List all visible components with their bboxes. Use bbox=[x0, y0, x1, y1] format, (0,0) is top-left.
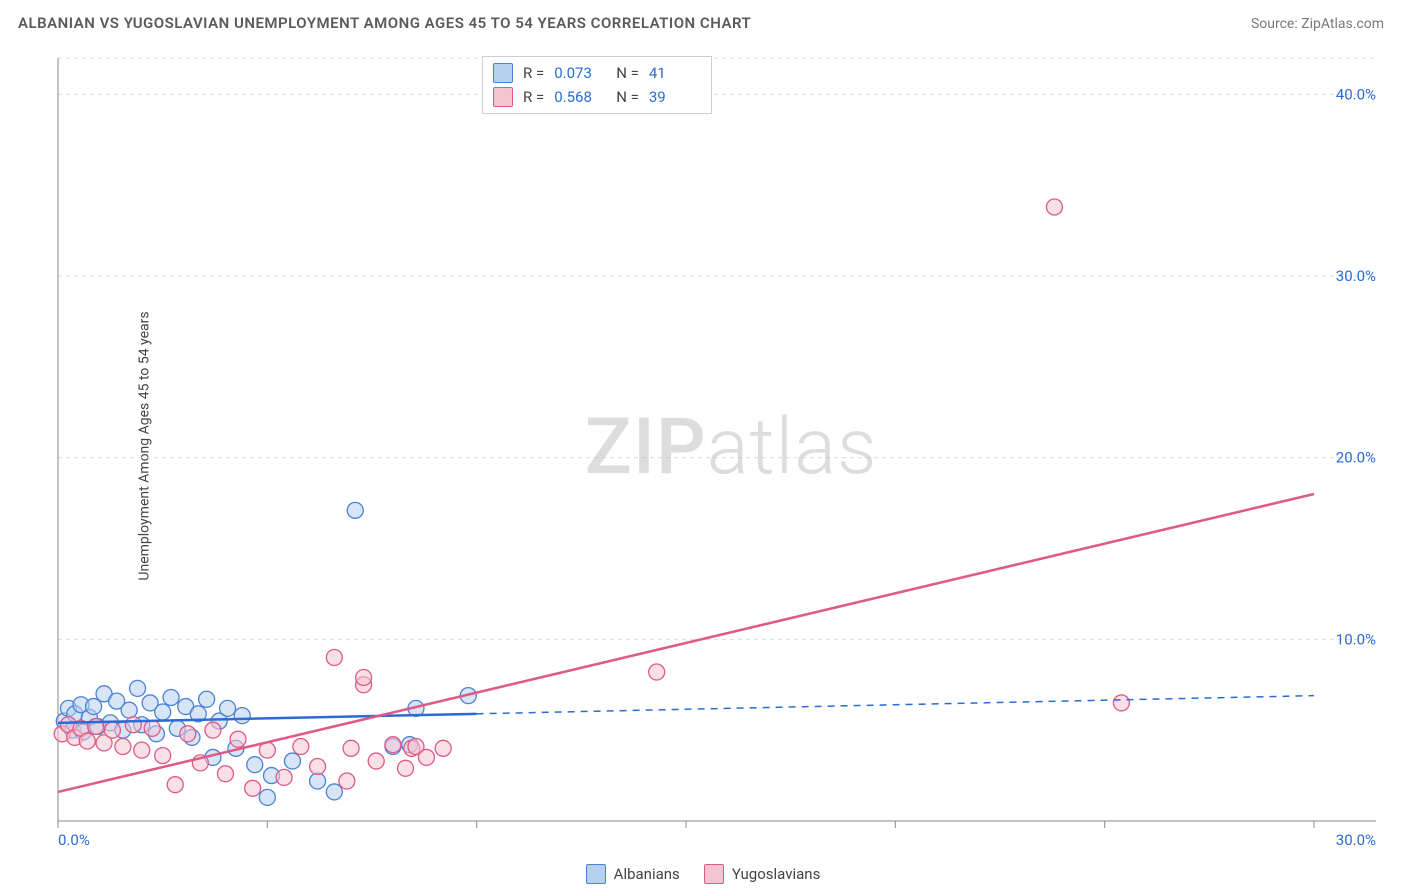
legend-label: Yugoslavians bbox=[732, 865, 821, 883]
stat-label-r: R = bbox=[523, 64, 544, 82]
svg-text:30.0%: 30.0% bbox=[1336, 831, 1376, 847]
series-swatch bbox=[493, 87, 513, 107]
svg-text:20.0%: 20.0% bbox=[1336, 449, 1376, 467]
stats-row: R = 0.568 N = 39 bbox=[493, 85, 701, 109]
legend-swatch bbox=[704, 864, 724, 884]
svg-text:30.0%: 30.0% bbox=[1336, 267, 1376, 285]
svg-text:10.0%: 10.0% bbox=[1336, 630, 1376, 648]
chart-title: ALBANIAN VS YUGOSLAVIAN UNEMPLOYMENT AMO… bbox=[18, 14, 751, 32]
stat-value-r: 0.568 bbox=[554, 88, 606, 106]
plot-area: 10.0%20.0%30.0%40.0%0.0%30.0% ZIPatlas R… bbox=[52, 52, 1384, 847]
series-swatch bbox=[493, 63, 513, 83]
legend-item: Albanians bbox=[586, 864, 680, 884]
legend-bottom: Albanians Yugoslavians bbox=[0, 864, 1406, 884]
source-credit: Source: ZipAtlas.com bbox=[1251, 16, 1384, 32]
svg-text:0.0%: 0.0% bbox=[58, 831, 90, 847]
stat-label-r: R = bbox=[523, 88, 544, 106]
correlation-stats-box: R = 0.073 N = 41 R = 0.568 N = 39 bbox=[482, 56, 712, 114]
stat-value-n: 39 bbox=[649, 88, 701, 106]
stat-label-n: N = bbox=[616, 88, 639, 106]
legend-swatch bbox=[586, 864, 606, 884]
stat-label-n: N = bbox=[616, 64, 639, 82]
legend-label: Albanians bbox=[614, 865, 680, 883]
legend-item: Yugoslavians bbox=[704, 864, 821, 884]
svg-text:40.0%: 40.0% bbox=[1336, 85, 1376, 103]
stat-value-r: 0.073 bbox=[554, 64, 606, 82]
scatter-plot-svg: 10.0% 20.0% 30.0% 40.0% 0.0% 30.0% bbox=[52, 52, 1384, 847]
chart-container: ALBANIAN VS YUGOSLAVIAN UNEMPLOYMENT AMO… bbox=[0, 0, 1406, 892]
stats-row: R = 0.073 N = 41 bbox=[493, 61, 701, 85]
stat-value-n: 41 bbox=[649, 64, 701, 82]
